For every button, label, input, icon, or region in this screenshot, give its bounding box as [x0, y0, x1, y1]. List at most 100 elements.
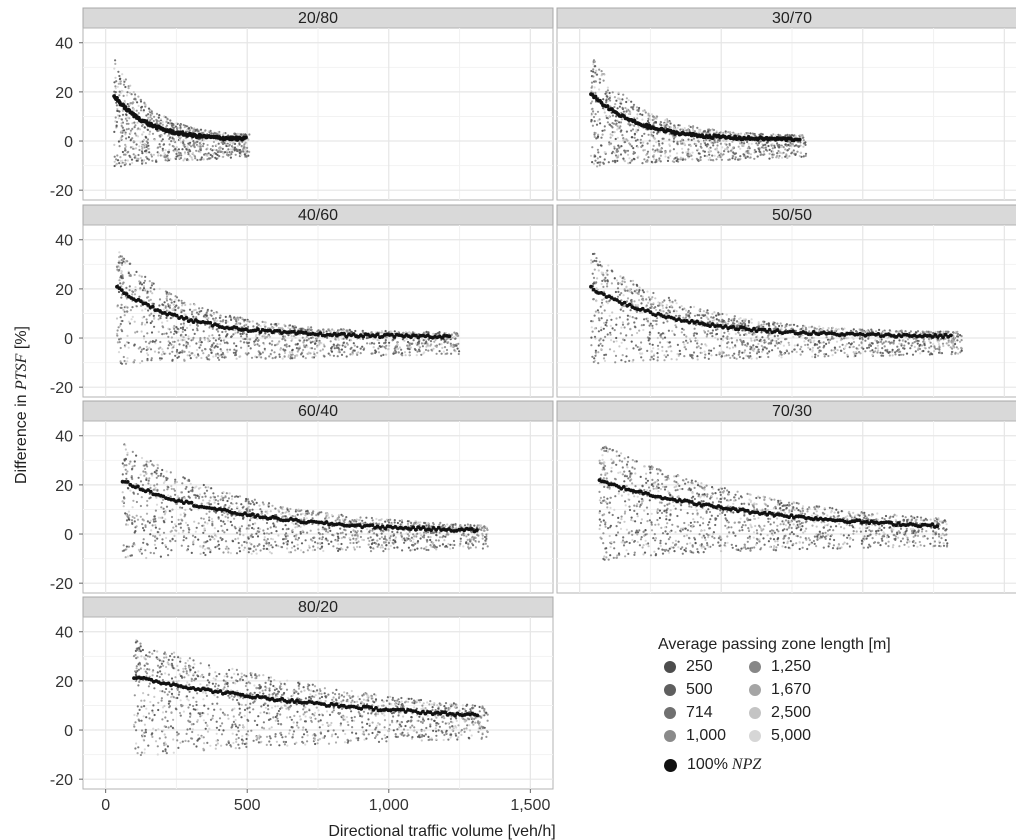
- scatter-point: [913, 345, 916, 348]
- scatter-point: [697, 152, 700, 155]
- scatter-point: [616, 125, 619, 128]
- scatter-point: [144, 162, 147, 165]
- scatter-point: [646, 150, 650, 153]
- scatter-point: [451, 345, 454, 348]
- scatter-point: [617, 290, 620, 293]
- scatter-point: [633, 132, 637, 135]
- scatter-point: [613, 96, 617, 99]
- scatter-point: [611, 134, 614, 137]
- scatter-point: [616, 287, 620, 290]
- scatter-point: [634, 326, 637, 329]
- scatter-point: [600, 301, 604, 304]
- scatter-point: [353, 344, 356, 347]
- scatter-point: [729, 356, 732, 359]
- scatter-point: [625, 100, 628, 104]
- scatter-point: [397, 351, 400, 354]
- scatter-point: [593, 252, 596, 255]
- scatter-point: [724, 132, 727, 135]
- scatter-point: [822, 341, 825, 344]
- scatter-point: [143, 150, 147, 153]
- scatter-point: [630, 340, 633, 343]
- scatter-point: [666, 120, 670, 123]
- scatter-point: [756, 155, 759, 158]
- scatter-point: [247, 352, 250, 355]
- scatter-point: [235, 357, 238, 360]
- scatter-point: [166, 157, 169, 160]
- scatter-point: [669, 154, 672, 157]
- scatter-point: [239, 151, 242, 154]
- scatter-point: [613, 147, 616, 150]
- scatter-point: [591, 161, 594, 164]
- scatter-point: [183, 324, 186, 327]
- scatter-point: [114, 59, 117, 62]
- scatter-point: [247, 341, 251, 344]
- scatter-point: [898, 353, 901, 357]
- scatter-point: [616, 156, 619, 159]
- scatter-point: [697, 148, 700, 151]
- scatter-point: [138, 295, 141, 298]
- scatter-point: [421, 345, 424, 348]
- scatter-point: [803, 340, 806, 343]
- scatter-point: [633, 124, 636, 127]
- scatter-point: [768, 152, 771, 155]
- scatter-point: [871, 349, 874, 352]
- scatter-point: [297, 348, 300, 351]
- scatter-point: [610, 339, 613, 342]
- scatter-point: [188, 308, 192, 311]
- scatter-point: [262, 341, 265, 345]
- scatter-point: [650, 131, 653, 134]
- scatter-point: [153, 325, 156, 328]
- scatter-point: [786, 156, 789, 159]
- scatter-point: [219, 320, 222, 323]
- scatter-point: [143, 279, 147, 282]
- scatter-point: [613, 350, 616, 353]
- scatter-point: [138, 274, 141, 277]
- scatter-point: [593, 120, 596, 123]
- scatter-point: [765, 145, 768, 148]
- scatter-point: [625, 130, 629, 133]
- scatter-point: [752, 133, 755, 136]
- scatter-point: [145, 140, 148, 143]
- scatter-point: [121, 73, 124, 76]
- scatter-point: [675, 310, 678, 313]
- scatter-point: [192, 140, 195, 143]
- scatter-point: [233, 317, 236, 320]
- scatter-point: [131, 127, 134, 130]
- scatter-point: [283, 344, 286, 347]
- scatter-point: [804, 141, 807, 144]
- scatter-point: [226, 143, 229, 146]
- scatter-point: [678, 306, 681, 309]
- scatter-point: [185, 129, 189, 132]
- scatter-point: [657, 149, 661, 152]
- scatter-point: [162, 154, 165, 157]
- scatter-point: [139, 156, 142, 160]
- scatter-point: [141, 147, 144, 150]
- scatter-point: [793, 348, 796, 351]
- scatter-point: [118, 256, 121, 259]
- scatter-point: [615, 323, 618, 326]
- scatter-point: [234, 354, 237, 357]
- scatter-point: [135, 305, 138, 308]
- scatter-point: [293, 356, 296, 359]
- scatter-point: [618, 121, 621, 124]
- scatter-point: [757, 348, 760, 351]
- scatter-point: [201, 145, 205, 148]
- scatter-point: [600, 74, 603, 77]
- scatter-point: [233, 149, 236, 152]
- scatter-point: [728, 347, 731, 350]
- scatter-point: [852, 340, 856, 344]
- scatter-point: [621, 107, 624, 110]
- scatter-point: [594, 80, 598, 83]
- scatter-point: [664, 124, 667, 128]
- scatter-point: [684, 345, 687, 348]
- scatter-point: [636, 304, 640, 307]
- scatter-point: [195, 316, 198, 319]
- scatter-point: [661, 301, 664, 304]
- scatter-point: [168, 291, 171, 295]
- scatter-point: [691, 357, 694, 360]
- scatter-point: [621, 321, 625, 324]
- scatter-point: [453, 331, 456, 334]
- scatter-point: [293, 325, 296, 328]
- scatter-point: [158, 287, 161, 290]
- scatter-point: [756, 345, 759, 349]
